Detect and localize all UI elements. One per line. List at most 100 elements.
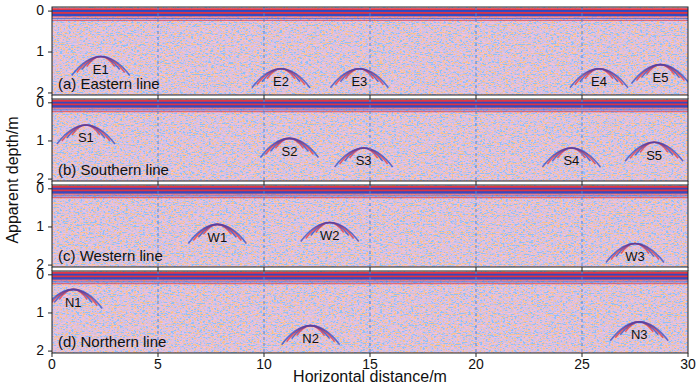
- radar-texture: [52, 271, 688, 353]
- y-tick: [48, 312, 52, 313]
- x-tick: [370, 95, 371, 99]
- panel-title: (c) Western line: [58, 247, 163, 264]
- radar-texture: [52, 99, 688, 181]
- anomaly-label: S3: [356, 153, 372, 168]
- y-axis-title: Apparent depth/m: [4, 116, 21, 243]
- anomaly-label: E5: [652, 70, 668, 85]
- panel-title: (d) Northern line: [58, 333, 166, 350]
- direct-wave: [52, 102, 688, 104]
- x-tick: [52, 267, 53, 271]
- x-tick: [582, 95, 583, 99]
- grid-line: [264, 271, 265, 353]
- frame: [52, 99, 688, 181]
- grid-line: [476, 185, 477, 267]
- x-tick: [370, 267, 371, 271]
- direct-wave: [52, 195, 688, 196]
- y-tick: [48, 265, 52, 266]
- panel: S1S2S3S4S5(b) Southern line012: [36, 94, 688, 186]
- x-tick: [582, 181, 583, 185]
- anomaly-label: W3: [625, 249, 645, 264]
- frame: [52, 185, 688, 267]
- x-tick: [370, 181, 371, 185]
- x-tick: [264, 181, 265, 185]
- y-tick: [48, 351, 52, 352]
- anomaly-label: S1: [78, 130, 94, 145]
- anomaly-label: N3: [631, 327, 648, 342]
- x-tick: [264, 267, 265, 271]
- x-tick-label: 5: [154, 356, 162, 372]
- direct-wave: [52, 274, 688, 276]
- panel: N1N2N3(d) Northern line012051015202530: [36, 266, 696, 372]
- x-axis-title: Horizontal distance/m: [293, 368, 447, 385]
- y-tick: [48, 188, 52, 189]
- grid-line: [582, 271, 583, 353]
- anomaly-label: W2: [320, 228, 340, 243]
- x-tick-label: 10: [256, 356, 272, 372]
- grid-line: [370, 271, 371, 353]
- plot-area: [52, 271, 688, 353]
- direct-wave: [52, 16, 688, 17]
- y-tick-label: 0: [36, 94, 44, 110]
- anomaly-label: E4: [591, 74, 607, 89]
- x-tick: [582, 267, 583, 271]
- grid-line: [370, 99, 371, 181]
- grid-line: [264, 185, 265, 267]
- x-tick-label: 30: [680, 356, 696, 372]
- y-tick: [48, 274, 52, 275]
- y-tick: [48, 92, 52, 93]
- y-tick-label: 1: [36, 218, 44, 234]
- x-tick: [264, 95, 265, 99]
- grid-line: [582, 185, 583, 267]
- background: [52, 185, 688, 267]
- y-tick-label: 0: [36, 180, 44, 196]
- grid-line: [264, 7, 265, 95]
- radar-texture: [52, 185, 688, 267]
- anomaly-label: S2: [281, 144, 297, 159]
- y-tick: [48, 52, 52, 53]
- x-tick-label: 25: [574, 356, 590, 372]
- anomaly-label: E2: [273, 74, 289, 89]
- background: [52, 7, 688, 95]
- x-tick: [688, 267, 689, 271]
- anomaly-label: E3: [351, 74, 367, 89]
- direct-wave: [52, 281, 688, 282]
- grid-line: [476, 271, 477, 353]
- x-tick: [688, 181, 689, 185]
- plot-area: [52, 7, 688, 95]
- grid-line: [582, 7, 583, 95]
- grid-line: [370, 185, 371, 267]
- y-tick: [48, 140, 52, 141]
- anomaly-label: W1: [208, 230, 228, 245]
- y-tick-label: 2: [36, 342, 44, 358]
- x-tick: [158, 181, 159, 185]
- y-tick: [48, 102, 52, 103]
- y-tick: [48, 226, 52, 227]
- panel-title: (b) Southern line: [58, 161, 169, 178]
- grid-line: [370, 7, 371, 95]
- figure: E1E2E3E4E5(a) Eastern line012S1S2S3S4S5(…: [0, 0, 699, 385]
- frame: [52, 7, 688, 95]
- x-tick-label: 20: [468, 356, 484, 372]
- x-tick-label: 0: [48, 356, 56, 372]
- y-tick-label: 1: [36, 43, 44, 59]
- panel-title: (a) Eastern line: [58, 75, 160, 92]
- x-tick: [158, 267, 159, 271]
- background: [52, 99, 688, 181]
- x-tick: [52, 95, 53, 99]
- anomaly-label: N1: [65, 295, 82, 310]
- grid-line: [476, 7, 477, 95]
- x-tick: [158, 95, 159, 99]
- frame: [52, 271, 688, 353]
- anomaly-label: S5: [646, 148, 662, 163]
- x-tick: [52, 181, 53, 185]
- background: [52, 271, 688, 353]
- anomaly-label: S4: [563, 153, 579, 168]
- y-tick-label: 1: [36, 132, 44, 148]
- x-tick: [476, 95, 477, 99]
- plot-area: [52, 185, 688, 267]
- panel: W1W2W3(c) Western line012: [36, 180, 688, 272]
- x-tick: [476, 181, 477, 185]
- grid-line: [582, 99, 583, 181]
- anomaly-label: N2: [302, 331, 319, 346]
- grid-line: [264, 99, 265, 181]
